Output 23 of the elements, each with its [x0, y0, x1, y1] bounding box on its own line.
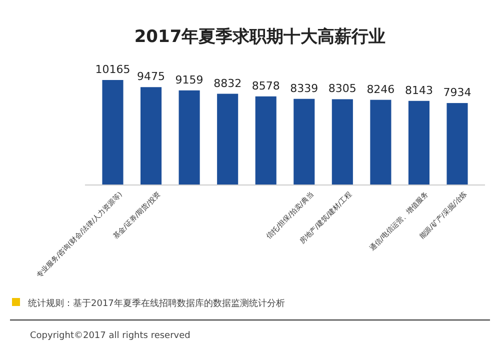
data-label: 8246 [366, 82, 395, 96]
text: Copyright©2017 all rights reserved [30, 331, 190, 341]
bar [217, 94, 238, 185]
bar [178, 90, 200, 185]
bar [446, 103, 468, 185]
data-label: 7934 [443, 86, 472, 100]
bar [255, 96, 276, 185]
text: 统计规则：基于2017年夏季在线招聘数据库的数据监测统计分析 [28, 298, 285, 309]
data-label: 8143 [404, 84, 433, 97]
bar [408, 100, 430, 185]
data-label: 9159 [175, 73, 204, 86]
bar [102, 80, 124, 185]
chart-title: 2017年夏季求职期十大高薪行业 [134, 27, 386, 47]
data-label: 8339 [290, 82, 318, 95]
data-label: 8578 [252, 79, 280, 92]
bar [140, 87, 162, 185]
bar [370, 100, 392, 185]
bar [294, 98, 315, 185]
data-label: 9475 [137, 70, 166, 84]
bar [332, 99, 353, 185]
data-label: 8832 [214, 76, 242, 90]
data-label: 8305 [328, 82, 356, 96]
data-label: 10165 [95, 63, 130, 76]
